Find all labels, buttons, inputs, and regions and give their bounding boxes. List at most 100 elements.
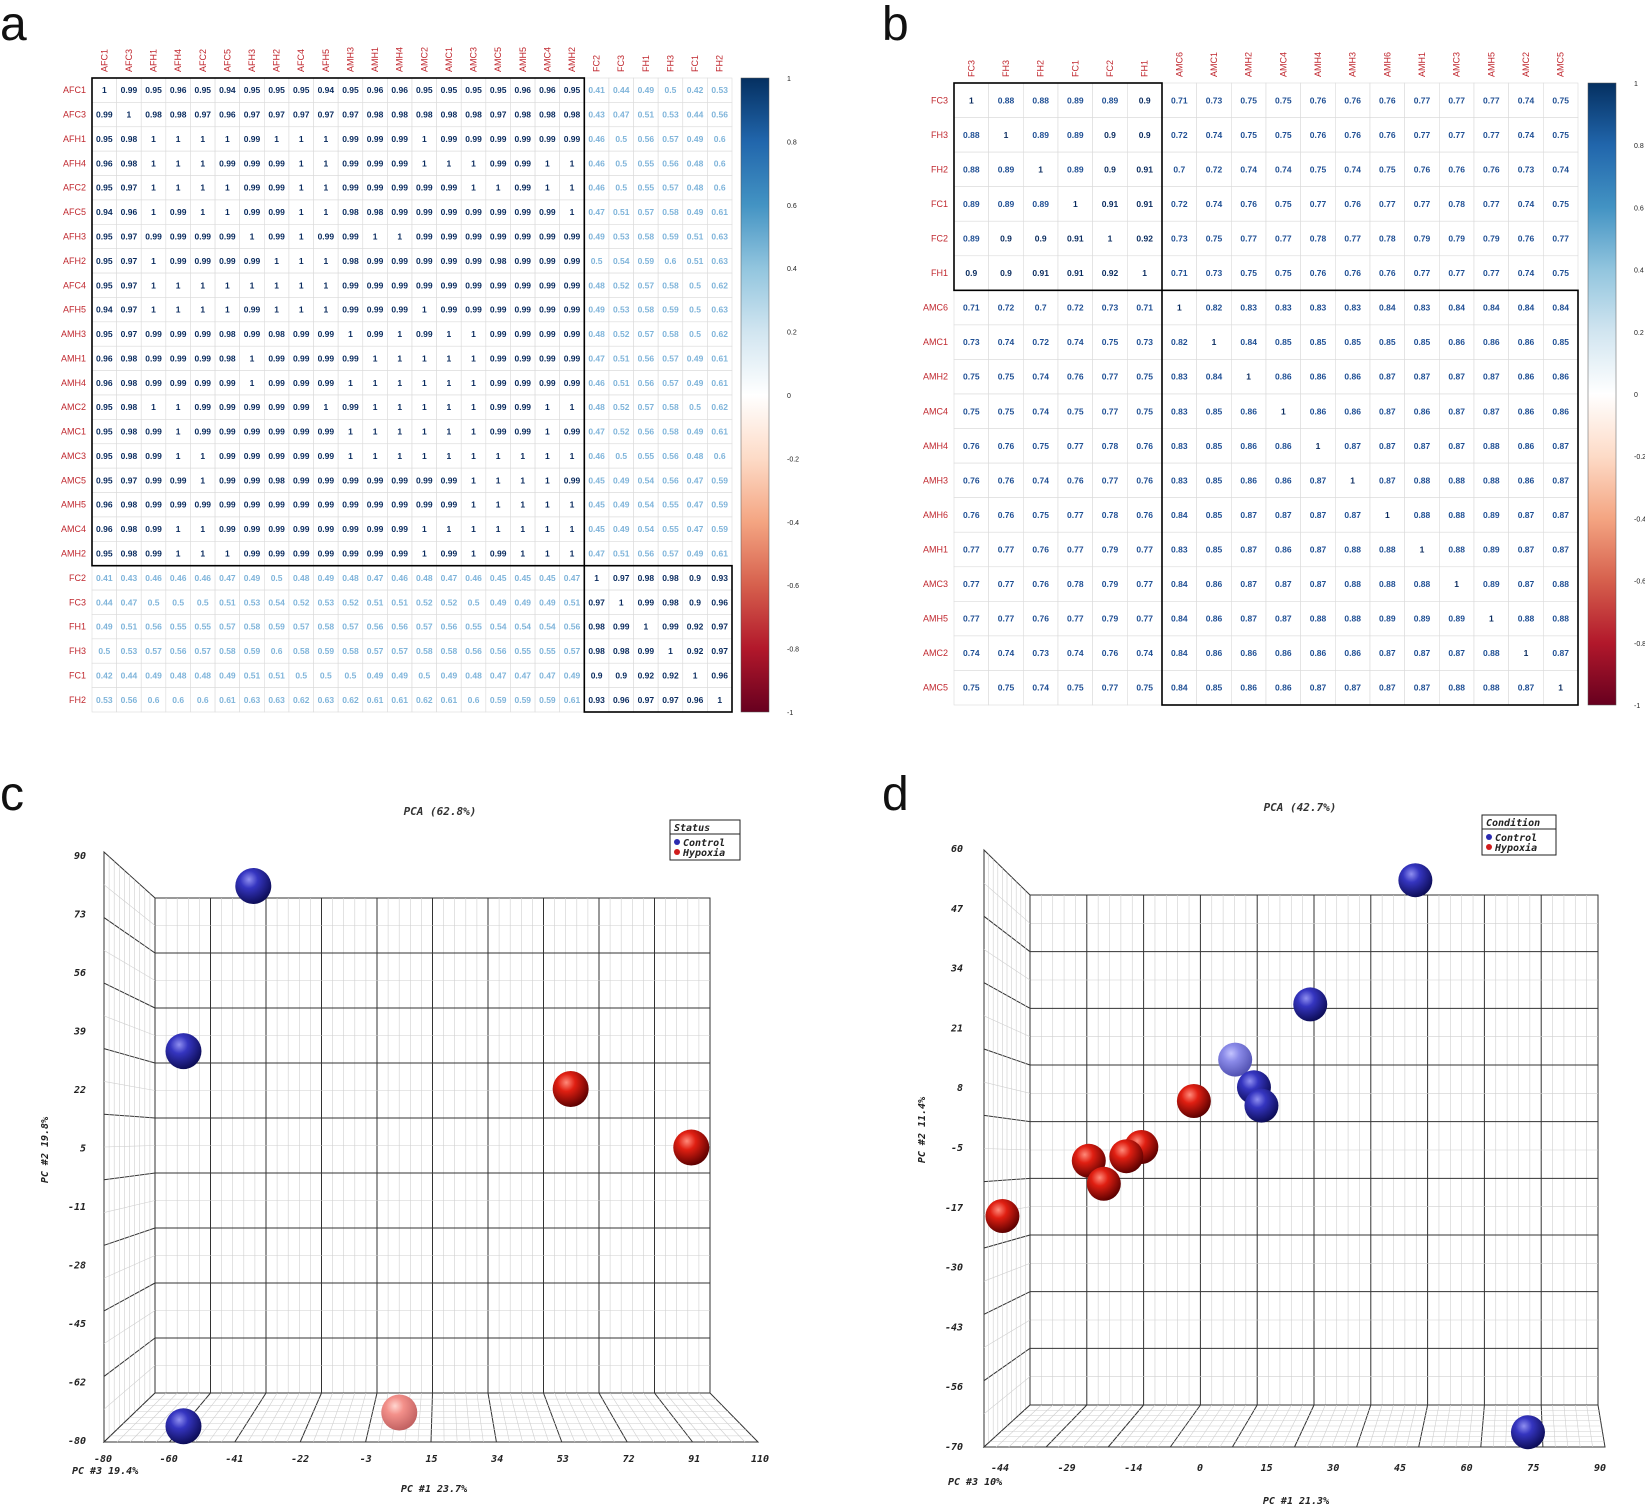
column-label: AFC5 [222,49,232,72]
cell-value: 0.96 [613,695,630,705]
cell-value: 0.88 [1379,579,1396,589]
cell-value: 1 [200,451,205,461]
cell-value: 0.99 [293,402,310,412]
cell-value: 0.44 [121,670,138,680]
x-axis-label: PC #1 23.7% [401,1484,467,1495]
heatmap-cell [953,601,989,637]
cell-value: 0.41 [96,573,113,583]
heatmap-cell [411,443,437,469]
cell-value: 0.99 [367,134,384,144]
heatmap-cell [1231,117,1267,153]
cell-value: 0.77 [1067,441,1084,451]
heatmap-cell [1369,601,1405,637]
heatmap-cell [140,150,167,176]
heatmap-cell [1265,393,1301,429]
heatmap-cell [1127,393,1163,429]
cell-value: 1 [200,183,205,193]
cell-value: 0.97 [662,695,679,705]
heatmap-cell [239,687,265,713]
cell-value: 0.98 [121,353,138,363]
cell-value: 0.99 [342,280,359,290]
cell-value: 0.97 [638,695,655,705]
cell-value: 0.88 [1344,614,1361,624]
cell-value: 1 [200,524,205,534]
cell-value: 0.95 [96,402,113,412]
heatmap-cell [682,150,708,176]
data-point-hypoxia [985,1199,1020,1233]
data-point-hypoxia [381,1394,418,1431]
cell-value: 0.87 [1275,510,1292,520]
cell-value: 1 [1142,268,1147,278]
row-label: AFC4 [63,280,86,290]
cell-value: 0.97 [293,110,310,120]
cell-value: 0.99 [564,134,581,144]
cell-value: 0.99 [170,500,187,510]
cell-value: 0.88 [1483,475,1500,485]
cell-value: 0.57 [662,183,679,193]
cell-value: 0.56 [638,353,655,363]
cell-value: 1 [397,232,402,242]
heatmap-cell [1369,359,1405,395]
heatmap-cell [510,175,536,201]
cell-value: 0.95 [96,256,113,266]
cell-value: 0.52 [441,597,458,607]
heatmap-cell [337,370,364,396]
heatmap-cell [1439,566,1475,602]
cell-value: 0.79 [1102,545,1119,555]
cell-value: 0.58 [342,646,359,656]
heatmap-cell [214,248,240,274]
cell-value: 0.98 [367,207,384,217]
cell-value: 1 [176,305,181,315]
cell-value: 1 [570,183,575,193]
cell-value: 0.5 [98,646,110,656]
cell-value: 0.83 [1171,441,1188,451]
heatmap-cell [91,638,117,664]
cell-value: 0.5 [689,280,701,290]
x-tick-label: 30 [1326,1463,1339,1474]
cell-value: 0.89 [963,199,980,209]
cell-value: 0.76 [998,510,1015,520]
heatmap-cell [91,687,117,713]
row-label: AMC3 [61,451,86,461]
cell-value: 1 [969,95,974,105]
cell-value: 0.46 [588,158,605,168]
y-tick-label: -70 [945,1442,963,1453]
heatmap-cell [1404,393,1440,429]
cell-value: 0.99 [342,158,359,168]
colorbar-tick: 0.2 [1634,330,1644,337]
cell-value: 1 [1420,545,1425,555]
cell-value: 0.94 [96,305,113,315]
cell-value: 0.99 [391,500,408,510]
cell-value: 0.51 [687,256,704,266]
cell-value: 0.94 [96,207,113,217]
cell-value: 0.57 [367,646,384,656]
heatmap-cell [559,199,585,225]
x-tick-label: 0 [1197,1463,1203,1474]
cell-value: 0.53 [613,305,630,315]
cell-value: 0.59 [514,695,531,705]
heatmap-cell [1369,151,1405,187]
heatmap-cell [264,77,290,103]
heatmap-cell [1231,151,1267,187]
column-label: AMC3 [1452,52,1462,77]
cell-value: 1 [299,183,304,193]
cell-value: 0.99 [342,475,359,485]
colorbar-tick: 1 [1634,81,1638,88]
column-label: AFC1 [99,49,109,72]
heatmap-cell [657,662,684,688]
cell-value: 0.99 [490,353,507,363]
cell-value: 0.5 [615,451,627,461]
heatmap-cell [1231,393,1267,429]
y-tick-label: -43 [945,1322,963,1333]
cell-value: 0.99 [539,232,556,242]
heatmap-cell [559,150,585,176]
cell-value: 0.55 [465,622,482,632]
pca-plot-d: PCA (42.7%)604734218-5-17-30-43-56-70-44… [917,801,1606,1507]
heatmap-cell [140,687,167,713]
cell-value: 0.53 [711,85,728,95]
row-label: AFH4 [63,158,86,168]
heatmap-cell [190,224,216,249]
cell-value: 0.87 [1552,510,1569,520]
heatmap-cell [584,370,610,396]
heatmap-cell [534,638,560,664]
